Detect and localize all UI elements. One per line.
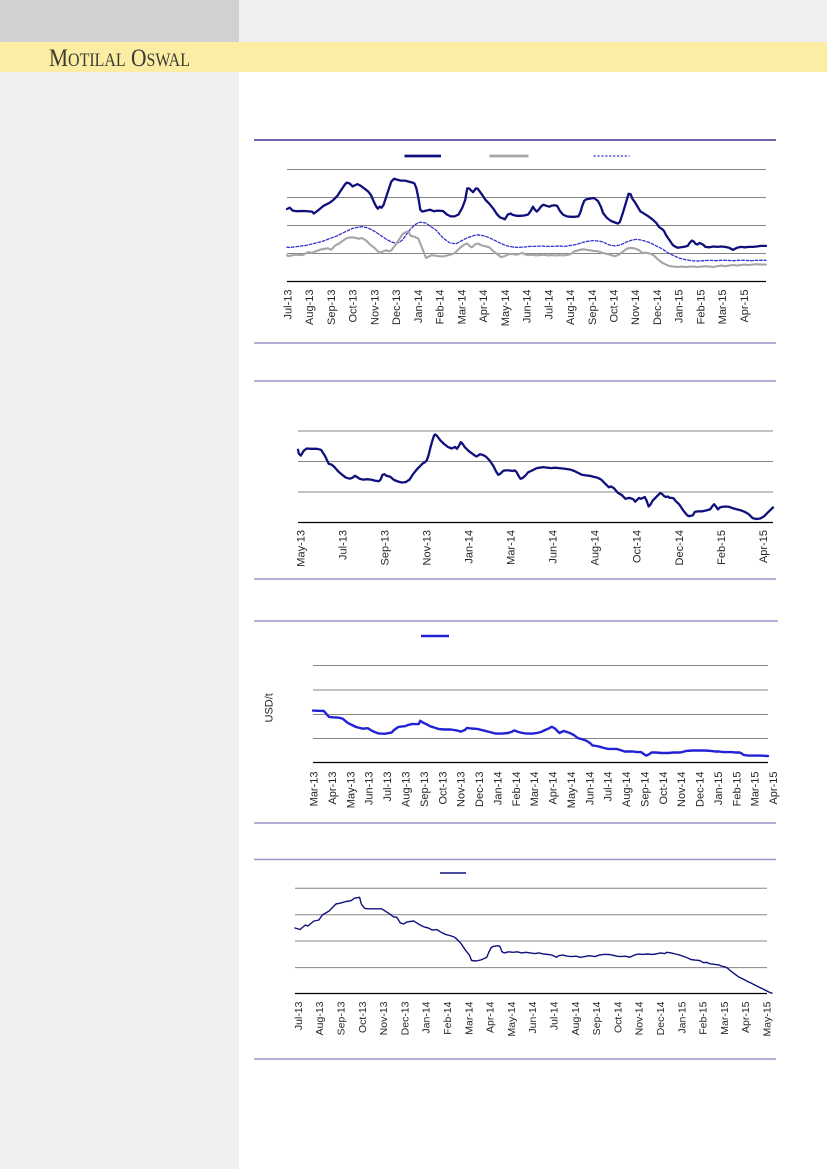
svg-text:Aug-13: Aug-13: [304, 290, 316, 325]
svg-text:Sep-13: Sep-13: [419, 772, 431, 807]
svg-text:Oct-13: Oct-13: [348, 290, 360, 323]
svg-text:Aug-14: Aug-14: [565, 290, 577, 325]
svg-text:Jan-14: Jan-14: [413, 290, 425, 324]
svg-text:Jul-13: Jul-13: [337, 530, 349, 560]
svg-text:Feb-14: Feb-14: [442, 1001, 454, 1034]
svg-text:Mar-13: Mar-13: [309, 772, 321, 807]
svg-text:Jan-14: Jan-14: [492, 772, 504, 806]
svg-text:Mar-15: Mar-15: [719, 1001, 731, 1034]
svg-text:Feb-15: Feb-15: [696, 290, 708, 325]
svg-text:Sep-13: Sep-13: [326, 290, 338, 325]
svg-text:Aug-13: Aug-13: [314, 1001, 326, 1035]
svg-text:Jul-13: Jul-13: [282, 290, 294, 320]
svg-text:May-14: May-14: [566, 772, 578, 809]
svg-text:May-14: May-14: [506, 1001, 518, 1036]
svg-text:Jan-14: Jan-14: [421, 1001, 433, 1033]
svg-text:Mar-14: Mar-14: [529, 772, 541, 807]
svg-text:Dec-14: Dec-14: [655, 1001, 667, 1035]
svg-text:Apr-15: Apr-15: [740, 1001, 752, 1033]
svg-text:Jan-15: Jan-15: [674, 290, 686, 324]
svg-text:Apr-14: Apr-14: [478, 290, 490, 323]
svg-text:Oct-13: Oct-13: [437, 772, 449, 805]
svg-text:Dec-14: Dec-14: [674, 530, 686, 565]
svg-text:Jul-14: Jul-14: [543, 290, 555, 320]
svg-text:Mar-14: Mar-14: [463, 1001, 475, 1034]
svg-text:Jun-14: Jun-14: [548, 530, 560, 564]
svg-text:Dec-13: Dec-13: [474, 772, 486, 807]
svg-text:Mar-15: Mar-15: [717, 290, 729, 325]
svg-text:Apr-14: Apr-14: [548, 772, 560, 805]
svg-text:May-13: May-13: [295, 530, 307, 567]
svg-text:Feb-15: Feb-15: [731, 772, 743, 807]
svg-text:May-14: May-14: [500, 290, 512, 327]
svg-text:Feb-14: Feb-14: [435, 290, 447, 325]
svg-text:Sep-13: Sep-13: [336, 1001, 348, 1035]
svg-text:Jun-13: Jun-13: [364, 772, 376, 806]
svg-text:Jun-14: Jun-14: [522, 290, 534, 324]
svg-text:Nov-14: Nov-14: [634, 1001, 646, 1035]
svg-text:Jul-14: Jul-14: [549, 1001, 561, 1030]
svg-text:Apr-15: Apr-15: [758, 530, 770, 563]
svg-text:Apr-15: Apr-15: [739, 290, 751, 323]
svg-text:Feb-15: Feb-15: [716, 530, 728, 565]
svg-text:Aug-14: Aug-14: [570, 1001, 582, 1035]
svg-text:Oct-14: Oct-14: [612, 1001, 624, 1033]
svg-text:Oct-13: Oct-13: [357, 1001, 369, 1033]
svg-text:Feb-15: Feb-15: [698, 1001, 710, 1034]
svg-text:Dec-13: Dec-13: [399, 1001, 411, 1035]
svg-text:Dec-14: Dec-14: [652, 290, 664, 325]
svg-text:Nov-13: Nov-13: [422, 530, 434, 565]
svg-text:Dec-13: Dec-13: [391, 290, 403, 325]
svg-text:Jan-15: Jan-15: [676, 1001, 688, 1033]
svg-text:Jul-14: Jul-14: [603, 772, 615, 802]
svg-text:Sep-14: Sep-14: [639, 772, 651, 807]
svg-text:Apr-13: Apr-13: [327, 772, 339, 805]
svg-text:Dec-14: Dec-14: [695, 772, 707, 807]
svg-text:Mar-14: Mar-14: [456, 290, 468, 325]
svg-text:Oct-14: Oct-14: [658, 772, 670, 805]
svg-text:Nov-13: Nov-13: [456, 772, 468, 807]
svg-text:Jul-13: Jul-13: [382, 772, 394, 802]
svg-text:Mar-15: Mar-15: [750, 772, 762, 807]
svg-text:Nov-14: Nov-14: [676, 772, 688, 807]
svg-text:Sep-14: Sep-14: [591, 1001, 603, 1035]
svg-text:Nov-14: Nov-14: [630, 290, 642, 325]
svg-text:May-13: May-13: [345, 772, 357, 809]
svg-text:Sep-13: Sep-13: [380, 530, 392, 565]
svg-text:Jan-14: Jan-14: [464, 530, 476, 564]
svg-text:Aug-14: Aug-14: [590, 530, 602, 565]
svg-text:Aug-14: Aug-14: [621, 772, 633, 807]
svg-text:Sep-14: Sep-14: [587, 290, 599, 325]
svg-text:Jun-14: Jun-14: [527, 1001, 539, 1033]
svg-text:Aug-13: Aug-13: [401, 772, 413, 807]
svg-text:Mar-14: Mar-14: [506, 530, 518, 565]
svg-text:Apr-15: Apr-15: [768, 772, 780, 805]
svg-text:Nov-13: Nov-13: [369, 290, 381, 325]
svg-text:Oct-14: Oct-14: [609, 290, 621, 323]
svg-text:Oct-14: Oct-14: [632, 530, 644, 563]
svg-text:Nov-13: Nov-13: [378, 1001, 390, 1035]
svg-text:Feb-14: Feb-14: [511, 772, 523, 807]
svg-text:Jun-14: Jun-14: [584, 772, 596, 806]
svg-text:May-15: May-15: [762, 1001, 774, 1036]
svg-text:Jan-15: Jan-15: [713, 772, 725, 806]
svg-text:Apr-14: Apr-14: [485, 1001, 497, 1033]
svg-text:Jul-13: Jul-13: [293, 1001, 305, 1030]
svg-text:USD/t: USD/t: [263, 693, 275, 722]
